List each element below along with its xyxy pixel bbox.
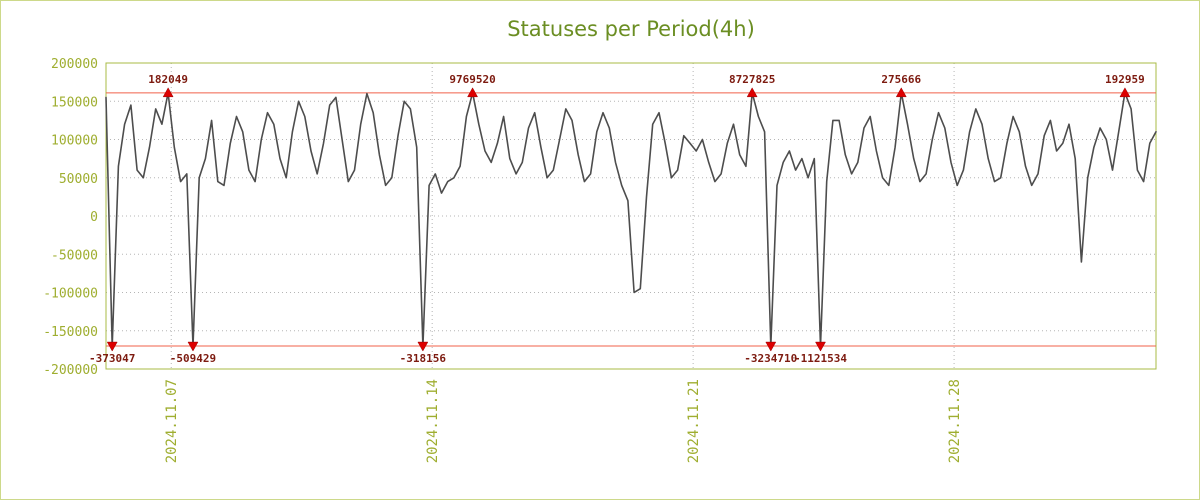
x-tick-label: 2024.11.21 bbox=[686, 379, 702, 463]
y-tick-label: 150000 bbox=[51, 95, 98, 110]
y-tick-label: 50000 bbox=[59, 172, 98, 187]
y-tick-label: -150000 bbox=[43, 325, 98, 340]
min-marker-triangle bbox=[815, 341, 826, 352]
y-tick-label: -200000 bbox=[43, 363, 98, 378]
y-tick-label: -50000 bbox=[51, 248, 98, 263]
y-tick-label: 200000 bbox=[51, 57, 98, 72]
series-line bbox=[105, 92, 1157, 347]
y-tick-label: 0 bbox=[90, 210, 98, 225]
min-marker-label: -3234710 bbox=[744, 352, 797, 365]
min-marker-label: -1121534 bbox=[794, 352, 847, 365]
max-marker-label: 8727825 bbox=[729, 73, 775, 86]
max-marker-triangle bbox=[467, 87, 478, 98]
x-tick-label: 2024.11.14 bbox=[425, 379, 441, 463]
max-marker-triangle bbox=[162, 87, 174, 98]
plot-border bbox=[105, 62, 1157, 370]
min-marker-triangle bbox=[187, 341, 199, 352]
max-marker-label: 9769520 bbox=[449, 73, 495, 86]
min-marker-triangle bbox=[417, 341, 429, 352]
y-tick-label: 100000 bbox=[51, 134, 98, 149]
min-marker-label: -373047 bbox=[89, 352, 135, 365]
y-tick-label: -100000 bbox=[43, 287, 98, 302]
max-marker-label: 192959 bbox=[1105, 73, 1145, 86]
min-marker-triangle bbox=[765, 341, 777, 352]
max-marker-label: 182049 bbox=[148, 73, 188, 86]
min-marker-label: -509429 bbox=[170, 352, 216, 365]
min-marker-label: -318156 bbox=[400, 352, 447, 365]
chart-title: Statuses per Period(4h) bbox=[507, 17, 755, 41]
max-marker-triangle bbox=[746, 87, 758, 98]
x-tick-label: 2024.11.28 bbox=[947, 379, 963, 463]
x-tick-label: 2024.11.07 bbox=[164, 379, 180, 463]
min-marker-triangle bbox=[106, 341, 118, 352]
max-marker-label: 275666 bbox=[881, 73, 921, 86]
max-marker-triangle bbox=[1119, 87, 1131, 98]
max-marker-triangle bbox=[895, 87, 907, 98]
